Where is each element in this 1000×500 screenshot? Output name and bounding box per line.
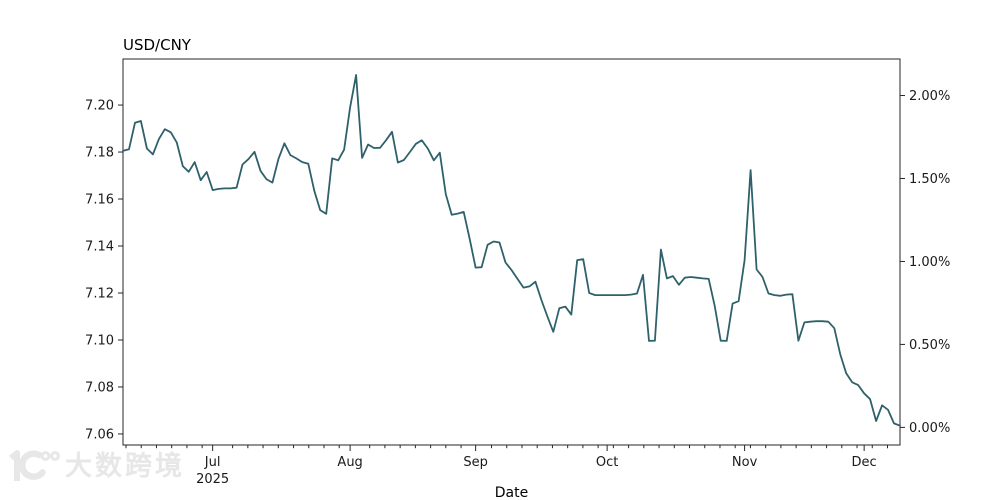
y-tick-label-left: 7.12 [85, 286, 114, 301]
y-tick-label-left: 7.06 [85, 427, 114, 442]
x-tick-year-label: 2025 [196, 472, 229, 487]
y-tick-label-right: 0.00% [909, 421, 950, 436]
y-tick-label-left: 7.14 [85, 240, 114, 255]
y-tick-label-right: 0.50% [909, 338, 950, 353]
price-line-series [122, 74, 901, 427]
x-tick-label: Jul [204, 455, 221, 470]
y-tick-label-left: 7.10 [85, 333, 114, 348]
x-tick-label: Nov [732, 455, 758, 470]
y-tick-label-right: 1.50% [909, 172, 950, 187]
y-tick-label-left: 7.18 [85, 146, 114, 161]
x-tick-label: Sep [463, 455, 488, 470]
y-tick-label-right: 1.00% [909, 255, 950, 270]
x-axis-label: Date [494, 485, 529, 500]
watermark-text: 大数跨境 [65, 451, 185, 482]
axes-spines [122, 58, 901, 446]
y-tick-label-left: 7.08 [85, 380, 114, 395]
x-tick-label: Oct [596, 455, 618, 470]
y-tick-label-left: 7.16 [85, 193, 114, 208]
watermark: 大数跨境 [6, 450, 185, 484]
x-tick-label: Aug [337, 455, 362, 470]
x-tick-label: Dec [852, 455, 877, 470]
y-tick-label-left: 7.20 [85, 99, 114, 114]
y-tick-label-right: 2.00% [909, 89, 950, 104]
watermark-logo-icon [9, 450, 60, 481]
chart-title: USD/CNY [123, 36, 191, 54]
